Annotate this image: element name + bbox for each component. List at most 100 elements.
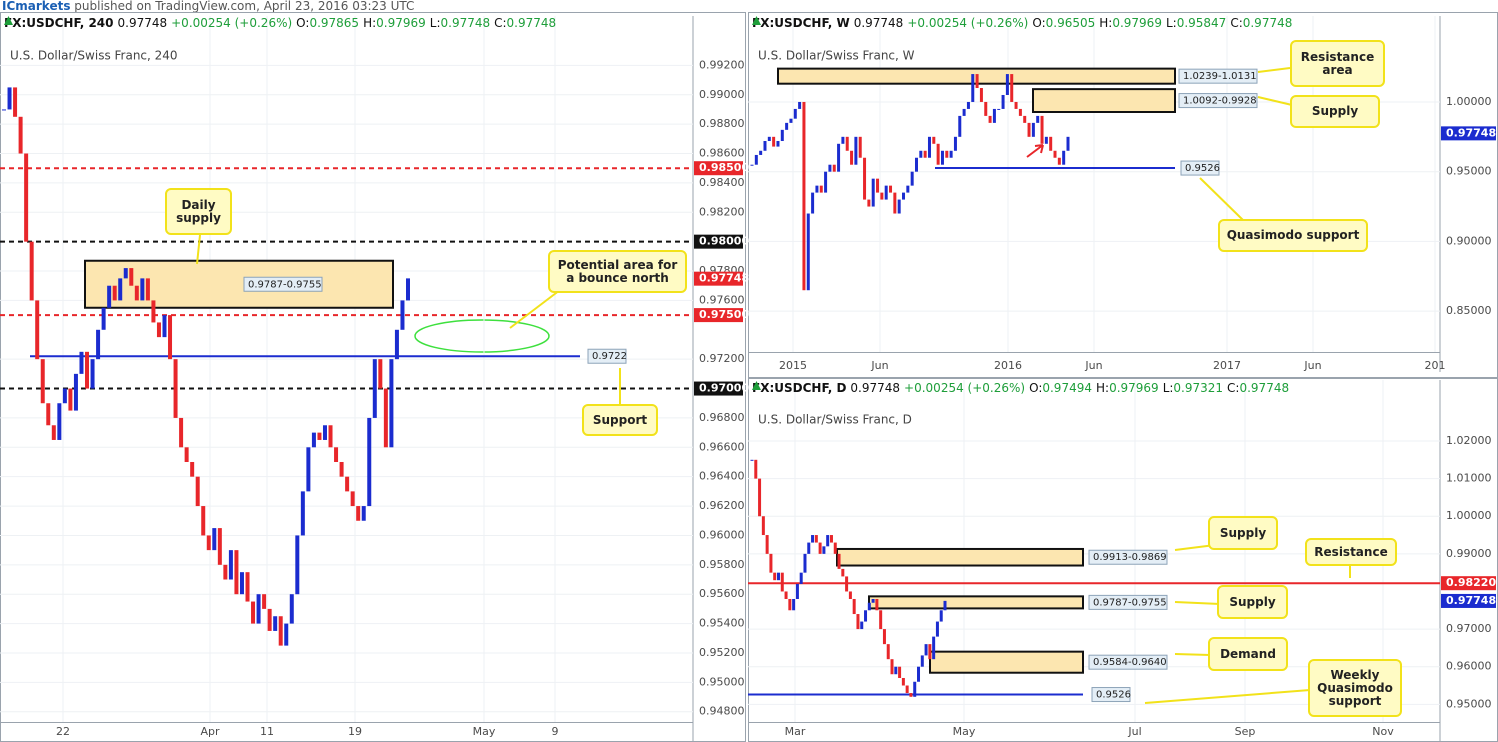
candle [251,601,256,624]
candle [217,528,222,565]
candle [761,516,765,536]
candle [162,315,167,338]
candle [884,185,888,200]
candle [1014,101,1018,109]
ohlc-key: C: [1227,381,1240,395]
y-tick-label: 0.98800 [699,117,745,130]
zone-label: 0.9584-0.9640 [1093,657,1167,668]
candle [234,550,239,595]
candle [893,192,897,214]
y-tick-label: 1.02000 [1446,434,1492,447]
candle [765,535,769,554]
candle [829,535,833,543]
candle [184,447,189,462]
candle [917,666,921,682]
symbol-header: FX:USDCHF, 240 0.97748 +0.00254 (+0.26%) O:… [4,16,560,30]
candle [151,300,156,323]
candle [772,136,776,147]
y-tick-label: 0.98400 [699,176,745,189]
candle [168,315,173,360]
zone-label: 0.9913-0.9869 [1093,552,1167,563]
chart-panel: 0.94800 0.95000 0.95200 0.95400 0.95600 0.958… [0,16,749,742]
change: +0.00254 (+0.26%) [171,16,293,30]
price-label-box [694,234,743,249]
candle [871,598,875,603]
candle [400,300,405,330]
candle [803,553,807,573]
candle [311,432,316,448]
candle [322,425,327,440]
callout-pointer [1174,653,1211,656]
candle [96,329,101,360]
y-tick-label: 0.99000 [1446,547,1492,560]
candle [909,693,913,697]
candle [806,213,810,291]
candle [295,535,300,595]
candle [1066,136,1070,151]
candle [949,150,953,158]
candle [867,602,871,611]
candle [754,459,758,479]
candle [927,136,931,158]
callout: Supply [1217,585,1288,619]
x-tick-label: 2017 [1213,359,1241,372]
candle [62,388,67,404]
candle [814,535,818,543]
candle [1062,150,1066,165]
zone [929,650,1084,674]
candle [763,141,767,151]
y-tick-label: 0.96200 [699,499,745,512]
zone-label: 1.0239-1.0131 [1183,71,1257,82]
ohlc-value: 0.97748 [506,16,557,30]
candle [841,568,845,577]
candle [7,87,12,110]
candle [228,550,233,580]
price-label-box [694,308,743,323]
ohlc-key: O: [296,16,310,30]
candle [924,644,928,656]
candle [897,199,901,214]
candle [1040,115,1044,144]
candle [190,461,195,477]
candle [863,157,867,200]
level-label-box [587,348,627,364]
ohlc-key: L: [429,16,441,30]
candle [875,598,879,611]
candle [284,623,289,646]
candle [788,598,792,611]
candle [18,116,23,154]
y-tick-label: 1.00000 [1446,95,1492,108]
zone-label: 1.0092-0.9928 [1183,96,1257,107]
candle [850,150,854,165]
candle [24,153,29,242]
candle [841,136,845,144]
candle [832,164,836,172]
candle [758,478,762,517]
chart-title: U.S. Dollar/Swiss Franc, W [758,49,915,63]
candle [245,572,250,602]
y-tick-label: 1.01000 [1446,472,1492,485]
candle [852,598,856,615]
candle [935,621,939,637]
ohlc-value: 0.97494 [1042,381,1092,395]
candle [867,199,871,207]
price-label-box [1441,576,1496,591]
candle [35,300,40,360]
candle [223,564,228,580]
callout: Resistance area [1290,40,1385,87]
candle [798,101,802,109]
candle [780,129,784,142]
price-label-box [694,381,743,396]
candle [914,157,918,172]
zone-label: 0.9787-0.9755 [248,279,322,290]
candle [894,666,898,675]
candle [239,572,244,595]
symbol-header: FX:USDCHF, W 0.97748 +0.00254 (+0.26%) O:0.… [752,16,1296,30]
callout-pointer [1144,689,1311,704]
candle [195,476,200,507]
candle [334,447,339,462]
callout: Supply [1208,516,1278,550]
level-label: 0.9526 [1185,163,1220,174]
candle [932,136,936,144]
level-label: 0.9526 [1096,690,1131,701]
